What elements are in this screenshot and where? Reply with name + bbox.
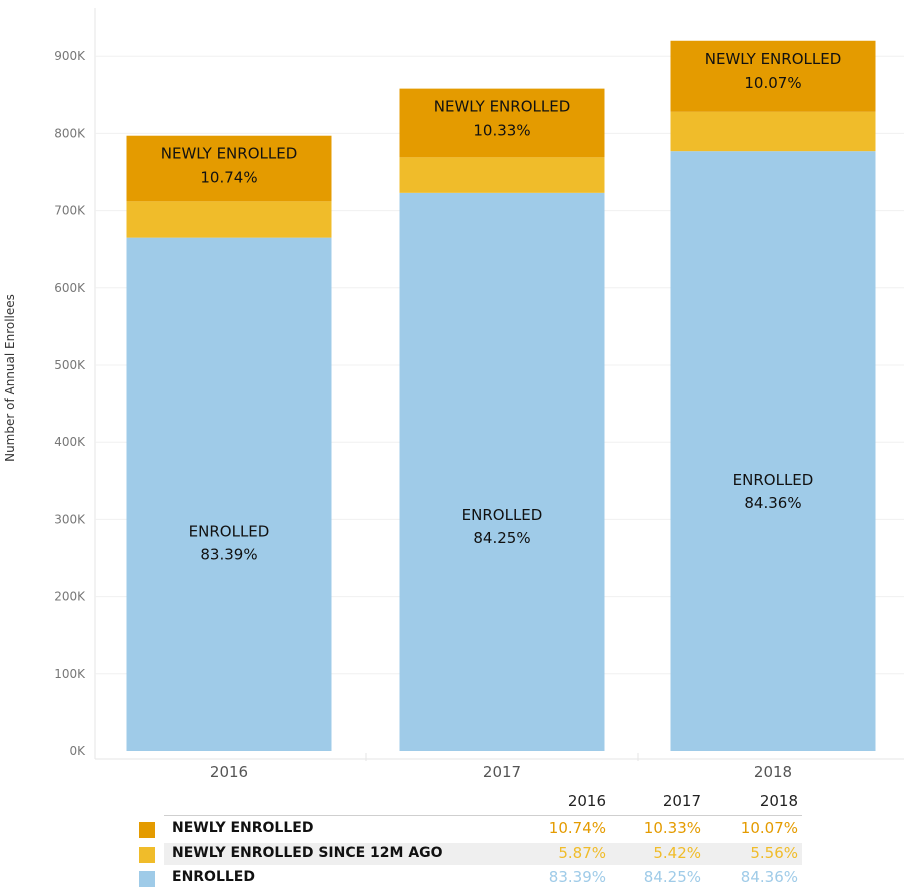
legend-year-header: 2016 bbox=[567, 792, 606, 810]
y-tick-label: 200K bbox=[54, 590, 86, 604]
x-tick-label: 2018 bbox=[754, 763, 792, 781]
legend-label: NEWLY ENROLLED SINCE 12M AGO bbox=[172, 845, 443, 861]
bar-segment-newly-enrolled-since-12m-ago bbox=[126, 201, 332, 238]
legend-value: 5.42% bbox=[653, 844, 701, 862]
y-tick-label: 500K bbox=[54, 358, 86, 372]
y-axis: 0K 100K 200K 300K 400K 500K 600K 700K 800K 900K bbox=[54, 49, 86, 758]
bar-segment-enrolled bbox=[126, 237, 332, 751]
x-axis: 2016 2017 2018 bbox=[210, 753, 792, 781]
legend-swatch bbox=[139, 822, 155, 838]
segment-labels: ENROLLED 83.39% NEWLY ENROLLED 10.74% ENROLL… bbox=[161, 50, 842, 564]
legend-value: 10.74% bbox=[548, 819, 606, 837]
bar-segment-newly-enrolled-since-12m-ago bbox=[399, 157, 605, 193]
legend-year-header: 2017 bbox=[662, 792, 701, 810]
y-tick-label: 400K bbox=[54, 435, 86, 449]
legend-row-newly-enrolled-since-12m: NEWLY ENROLLED SINCE 12M AGO 5.87% 5.42%… bbox=[0, 843, 914, 865]
bar-segment-newly-enrolled-since-12m-ago bbox=[670, 111, 876, 152]
x-tick-label: 2016 bbox=[210, 763, 248, 781]
segment-label-name: ENROLLED bbox=[733, 471, 814, 489]
y-tick-label: 700K bbox=[54, 204, 86, 218]
legend-swatch bbox=[139, 847, 155, 863]
legend-swatch bbox=[139, 871, 155, 887]
legend-value: 84.36% bbox=[740, 868, 798, 886]
segment-label-pct: 10.74% bbox=[200, 169, 257, 187]
y-tick-label: 800K bbox=[54, 126, 86, 140]
legend-row-background bbox=[164, 843, 802, 865]
y-tick-label: 0K bbox=[69, 744, 86, 758]
y-tick-label: 300K bbox=[54, 512, 86, 526]
legend-divider bbox=[164, 815, 802, 816]
legend-label: ENROLLED bbox=[172, 869, 255, 885]
segment-label-pct: 10.07% bbox=[744, 74, 801, 92]
legend-row-newly-enrolled: NEWLY ENROLLED 10.74% 10.33% 10.07% bbox=[0, 818, 914, 840]
bar-segment-newly-enrolled bbox=[399, 88, 605, 158]
bar-segment-newly-enrolled bbox=[670, 40, 876, 112]
segment-label-name: NEWLY ENROLLED bbox=[705, 50, 842, 68]
segment-label-pct: 84.36% bbox=[744, 494, 801, 512]
segment-label-pct: 10.33% bbox=[473, 122, 530, 140]
segment-label-name: ENROLLED bbox=[462, 506, 543, 524]
legend-value: 5.87% bbox=[558, 844, 606, 862]
bar-segment-enrolled bbox=[670, 151, 876, 751]
legend-year-header: 2018 bbox=[759, 792, 798, 810]
legend-value: 10.33% bbox=[643, 819, 701, 837]
legend-label: NEWLY ENROLLED bbox=[172, 820, 314, 836]
legend-row-enrolled: ENROLLED 83.39% 84.25% 84.36% bbox=[0, 867, 914, 889]
y-axis-title: Number of Annual Enrollees bbox=[3, 294, 17, 462]
x-tick-label: 2017 bbox=[483, 763, 521, 781]
segment-label-pct: 84.25% bbox=[473, 529, 530, 547]
bars bbox=[126, 40, 876, 751]
y-tick-label: 900K bbox=[54, 49, 86, 63]
legend-value: 5.56% bbox=[750, 844, 798, 862]
legend-value: 10.07% bbox=[740, 819, 798, 837]
segment-label-pct: 83.39% bbox=[200, 545, 257, 563]
segment-label-name: NEWLY ENROLLED bbox=[161, 145, 298, 163]
stacked-bar-chart: 0K 100K 200K 300K 400K 500K 600K 700K 800K 900K N… bbox=[3, 8, 904, 781]
bar-segment-enrolled bbox=[399, 192, 605, 751]
y-tick-label: 600K bbox=[54, 281, 86, 295]
segment-label-name: NEWLY ENROLLED bbox=[434, 98, 571, 116]
bar-segment-newly-enrolled bbox=[126, 135, 332, 202]
legend-table: 2016 2017 2018 NEWLY ENROLLED 10.74% 10.… bbox=[0, 792, 914, 891]
legend-value: 83.39% bbox=[548, 868, 606, 886]
y-tick-label: 100K bbox=[54, 667, 86, 681]
segment-label-name: ENROLLED bbox=[189, 522, 270, 540]
legend-value: 84.25% bbox=[643, 868, 701, 886]
